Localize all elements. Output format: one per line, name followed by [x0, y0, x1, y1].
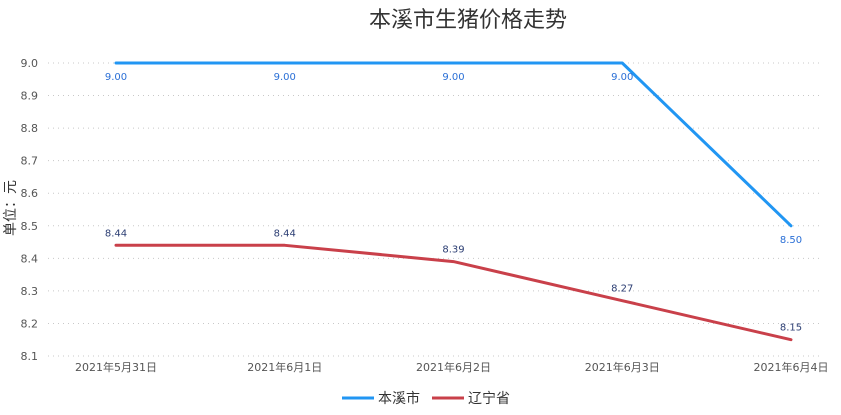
data-label: 8.39: [442, 245, 464, 256]
series-line-1: [116, 63, 791, 226]
x-axis-ticks: 2021年5月31日 2021年6月1日 2021年6月2日 2021年6月3日 202…: [75, 360, 829, 374]
y-tick-label: 8.4: [21, 252, 39, 265]
data-label: 9.00: [274, 72, 296, 83]
y-tick-label: 8.8: [21, 122, 39, 135]
x-tick-label: 2021年6月2日: [416, 360, 491, 374]
x-tick-label: 2021年6月4日: [754, 360, 829, 374]
y-tick-label: 8.2: [21, 317, 39, 330]
data-label: 8.50: [780, 235, 802, 246]
gridlines: [48, 63, 820, 356]
y-tick-label: 8.3: [21, 285, 39, 298]
x-tick-label: 2021年6月3日: [585, 360, 660, 374]
data-label: 8.44: [105, 228, 127, 239]
legend-entry: 辽宁省: [468, 390, 510, 407]
y-tick-label: 8.6: [21, 187, 39, 200]
legend[interactable]: 本溪市 辽宁省: [342, 390, 510, 407]
legend-entry: 本溪市: [378, 390, 420, 407]
y-axis-label: 单位：元: [3, 180, 19, 236]
data-label: 9.00: [442, 72, 464, 83]
data-label: 8.44: [274, 228, 296, 239]
series-lines: [116, 63, 791, 340]
y-tick-label: 8.5: [21, 220, 39, 233]
series-line-2: [116, 245, 791, 339]
x-tick-label: 2021年6月1日: [247, 360, 322, 374]
y-tick-label: 8.9: [21, 90, 39, 103]
y-tick-label: 8.7: [21, 155, 39, 168]
data-label: 9.00: [611, 72, 633, 83]
chart-title: 本溪市生猪价格走势: [369, 8, 567, 33]
data-labels: 9.00 9.00 9.00 9.00 8.50 8.44 8.44 8.39 8.27 8.15: [105, 72, 802, 334]
x-tick-label: 2021年5月31日: [75, 360, 157, 374]
y-tick-label: 9.0: [21, 57, 39, 70]
data-label: 9.00: [105, 72, 127, 83]
data-label: 8.15: [780, 323, 802, 334]
y-tick-label: 8.1: [21, 350, 39, 363]
data-label: 8.27: [611, 284, 633, 295]
y-axis-ticks: 9.0 8.9 8.8 8.7 8.6 8.5 8.4 8.3 8.2 8.1: [21, 57, 39, 363]
